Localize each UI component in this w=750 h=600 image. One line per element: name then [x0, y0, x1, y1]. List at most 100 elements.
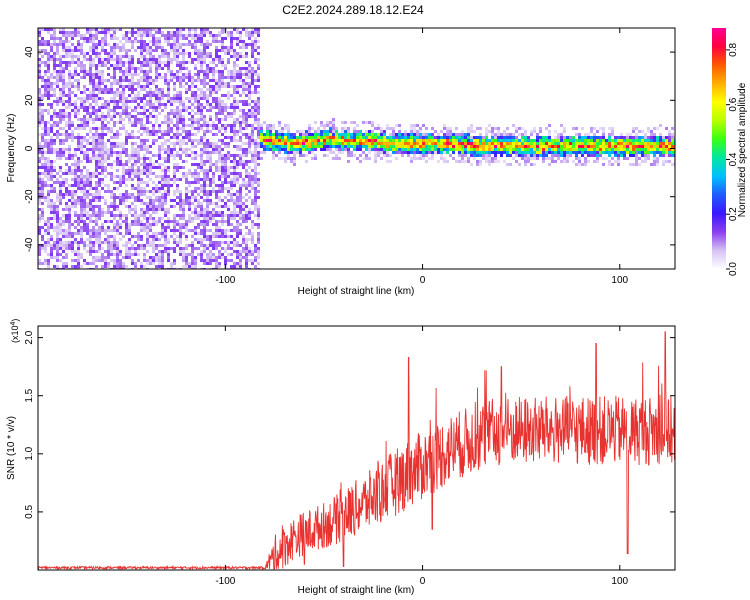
spectrogram-cell: [128, 121, 131, 124]
spectrogram-cell: [383, 139, 386, 142]
spectrogram-cell: [158, 151, 161, 154]
spectrogram-cell: [143, 181, 146, 184]
spectrogram-cell: [161, 229, 164, 232]
spectrogram-cell: [38, 133, 41, 136]
spectrogram-cell: [68, 205, 71, 208]
spectrogram-cell: [92, 28, 95, 31]
spectrogram-cell: [110, 190, 113, 193]
spectrogram-cell: [104, 40, 107, 43]
spectrogram-cell: [176, 154, 179, 157]
spectrogram-cell: [152, 37, 155, 40]
spectrogram-cell: [236, 241, 239, 244]
spectrogram-cell: [62, 55, 65, 58]
spectrogram-cell: [248, 166, 251, 169]
spectrogram-cell: [167, 250, 170, 253]
spectrogram-cell: [86, 37, 89, 40]
spectrogram-cell: [224, 124, 227, 127]
spectrogram-cell: [56, 133, 59, 136]
spectrogram-cell: [182, 103, 185, 106]
spectrogram-cell: [155, 64, 158, 67]
spectrogram-cell: [218, 106, 221, 109]
spectrogram-cell: [575, 157, 578, 160]
spectrogram-cell: [143, 70, 146, 73]
spectrogram-cell: [125, 232, 128, 235]
spectrogram-cell: [233, 103, 236, 106]
spectrogram-cell: [65, 217, 68, 220]
spectrogram-cell: [137, 193, 140, 196]
spectrogram-cell: [254, 106, 257, 109]
spectrogram-cell: [86, 214, 89, 217]
spectrogram-cell: [194, 94, 197, 97]
spectrogram-cell: [173, 247, 176, 250]
spectrogram-cell: [515, 139, 518, 142]
spectrogram-cell: [128, 211, 131, 214]
spectrogram-cell: [197, 94, 200, 97]
spectrogram-cell: [221, 76, 224, 79]
spectrogram-cell: [113, 97, 116, 100]
spectrogram-cell: [257, 64, 260, 67]
spectrogram-cell: [311, 151, 314, 154]
spectrogram-cell: [125, 163, 128, 166]
spectrogram-cell: [191, 43, 194, 46]
spectrogram-cell: [602, 127, 605, 130]
spectrogram-cell: [152, 28, 155, 31]
spectrogram-cell: [338, 136, 341, 139]
spectrogram-cell: [602, 145, 605, 148]
spectrogram-cell: [83, 196, 86, 199]
spectrogram-cell: [416, 133, 419, 136]
spectrogram-cell: [185, 172, 188, 175]
spectrogram-cell: [140, 79, 143, 82]
spectrogram-cell: [443, 127, 446, 130]
spectrogram-cell: [224, 172, 227, 175]
spectrogram-cell: [146, 133, 149, 136]
spectrogram-cell: [68, 145, 71, 148]
spectrogram-cell: [554, 151, 557, 154]
spectrogram-cell: [89, 49, 92, 52]
spectrogram-cell: [188, 190, 191, 193]
spectrogram-cell: [242, 181, 245, 184]
spectrogram-cell: [146, 217, 149, 220]
spectrogram-cell: [209, 184, 212, 187]
spectrogram-cell: [242, 88, 245, 91]
spectrogram-cell: [335, 136, 338, 139]
spectrogram-cell: [38, 76, 41, 79]
spectrogram-cell: [158, 187, 161, 190]
spectrogram-cell: [152, 256, 155, 259]
spectrogram-cell: [239, 52, 242, 55]
spectrogram-cell: [314, 145, 317, 148]
spectrogram-cell: [158, 220, 161, 223]
spectrogram-cell: [167, 52, 170, 55]
spectrogram-cell: [53, 52, 56, 55]
spectrogram-cell: [329, 148, 332, 151]
spectrogram-cell: [191, 109, 194, 112]
spectrogram-cell: [155, 223, 158, 226]
spectrogram-cell: [146, 121, 149, 124]
spectrogram-cell: [227, 91, 230, 94]
spectrogram-cell: [224, 52, 227, 55]
spectrogram-cell: [137, 154, 140, 157]
spectrogram-cell: [176, 202, 179, 205]
spectrogram-cell: [56, 85, 59, 88]
spectrogram-cell: [50, 175, 53, 178]
spectrogram-cell: [62, 256, 65, 259]
spectrogram-cell: [50, 37, 53, 40]
spectrogram-cell: [191, 262, 194, 265]
spectrogram-cell: [230, 172, 233, 175]
spectrogram-cell: [68, 124, 71, 127]
spectrogram-cell: [92, 34, 95, 37]
spectrogram-cell: [89, 67, 92, 70]
spectrogram-cell: [440, 154, 443, 157]
spectrogram-cell: [38, 220, 41, 223]
spectrogram-cell: [113, 175, 116, 178]
spectrogram-cell: [95, 223, 98, 226]
spectrogram-cell: [50, 139, 53, 142]
spectrogram-cell: [233, 28, 236, 31]
spectrogram-cell: [83, 40, 86, 43]
spectrogram-cell: [206, 70, 209, 73]
spectrogram-cell: [65, 61, 68, 64]
spectrogram-cell: [104, 58, 107, 61]
spectrogram-cell: [110, 202, 113, 205]
spectrogram-cell: [41, 226, 44, 229]
spectrogram-cell: [386, 139, 389, 142]
spectrogram-cell: [179, 154, 182, 157]
